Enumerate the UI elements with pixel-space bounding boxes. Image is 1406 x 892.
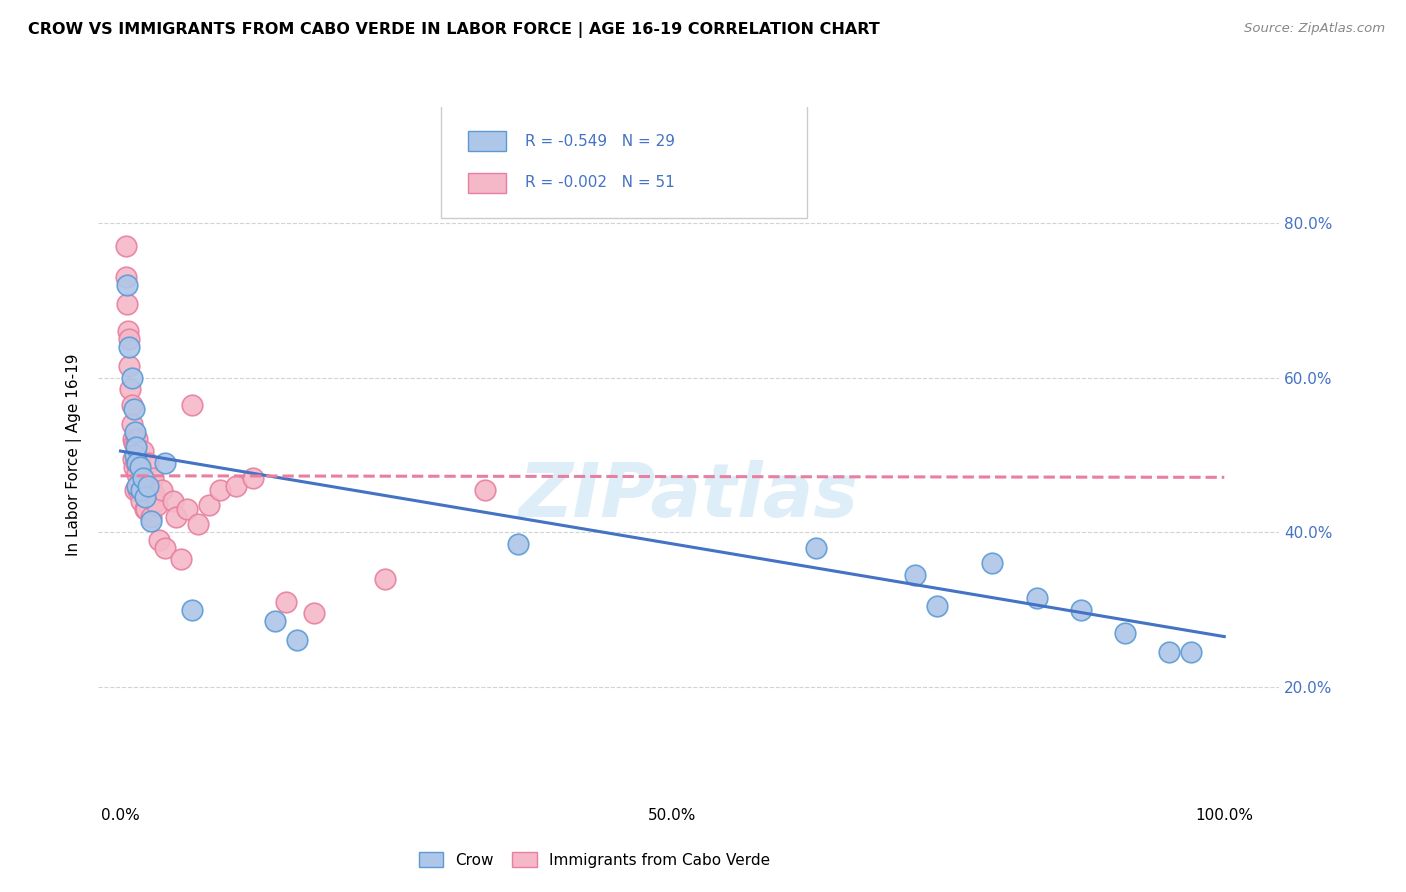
Point <box>129 459 152 474</box>
Point <box>121 398 143 412</box>
Point <box>125 456 148 470</box>
Point <box>474 483 496 497</box>
FancyBboxPatch shape <box>468 173 506 193</box>
Point <box>374 572 396 586</box>
Point <box>170 552 193 566</box>
Point <box>141 509 163 524</box>
Point <box>1114 625 1136 640</box>
Point <box>115 277 138 292</box>
Point <box>124 483 146 497</box>
Point <box>121 417 143 431</box>
Point <box>904 567 927 582</box>
Point <box>134 502 156 516</box>
Point <box>131 471 153 485</box>
Text: CROW VS IMMIGRANTS FROM CABO VERDE IN LABOR FORCE | AGE 16-19 CORRELATION CHART: CROW VS IMMIGRANTS FROM CABO VERDE IN LA… <box>28 22 880 38</box>
FancyBboxPatch shape <box>441 103 807 219</box>
Point <box>118 359 141 373</box>
Point <box>141 514 163 528</box>
Point <box>125 479 148 493</box>
Text: R = -0.002   N = 51: R = -0.002 N = 51 <box>524 176 675 190</box>
Point <box>285 633 308 648</box>
Point <box>145 494 167 508</box>
Text: R = -0.549   N = 29: R = -0.549 N = 29 <box>524 134 675 149</box>
Point <box>124 448 146 462</box>
Point <box>141 471 163 485</box>
Point <box>125 467 148 482</box>
Point <box>187 517 209 532</box>
Point <box>302 607 325 621</box>
Point <box>165 509 187 524</box>
Point <box>134 491 156 505</box>
Point <box>121 370 143 384</box>
Point <box>176 502 198 516</box>
Point <box>198 498 221 512</box>
Point <box>181 602 204 616</box>
Point <box>122 459 145 474</box>
Point <box>125 433 148 447</box>
Point <box>134 479 156 493</box>
Point <box>136 456 159 470</box>
Point <box>981 556 1004 570</box>
Point <box>153 541 176 555</box>
Y-axis label: In Labor Force | Age 16-19: In Labor Force | Age 16-19 <box>66 353 83 557</box>
Point <box>142 486 165 500</box>
Point <box>135 502 157 516</box>
Point <box>125 436 148 450</box>
Point <box>242 471 264 485</box>
Point <box>125 440 148 454</box>
Point <box>121 451 143 466</box>
Point <box>131 483 153 497</box>
Point <box>129 456 152 470</box>
Point <box>115 270 138 285</box>
Point <box>208 483 231 497</box>
Point <box>1180 645 1202 659</box>
Point <box>225 479 247 493</box>
Point <box>125 456 148 470</box>
Point <box>127 483 149 497</box>
Point <box>1157 645 1180 659</box>
Point <box>131 494 153 508</box>
Text: ZIPatlas: ZIPatlas <box>519 460 859 533</box>
Point <box>118 332 141 346</box>
Point <box>274 595 297 609</box>
Point <box>131 444 153 458</box>
Point <box>162 494 184 508</box>
Point <box>124 425 146 439</box>
Legend: Crow, Immigrants from Cabo Verde: Crow, Immigrants from Cabo Verde <box>411 845 778 875</box>
Point <box>131 471 153 485</box>
Point <box>115 239 138 253</box>
Point <box>927 599 949 613</box>
Point <box>122 436 145 450</box>
FancyBboxPatch shape <box>468 131 506 151</box>
Point <box>153 456 176 470</box>
Point <box>148 533 170 547</box>
Point <box>152 483 174 497</box>
Point <box>120 382 142 396</box>
Point <box>146 498 169 512</box>
Point <box>181 398 204 412</box>
Point <box>129 475 152 489</box>
Text: Source: ZipAtlas.com: Source: ZipAtlas.com <box>1244 22 1385 36</box>
Point <box>117 324 139 338</box>
Point <box>264 614 287 628</box>
Point <box>115 297 138 311</box>
Point <box>1070 602 1092 616</box>
Point <box>118 340 141 354</box>
Point <box>121 433 143 447</box>
Point <box>804 541 827 555</box>
Point <box>136 479 159 493</box>
Point <box>506 537 529 551</box>
Point <box>138 483 160 497</box>
Point <box>122 401 145 416</box>
Point <box>1025 591 1047 605</box>
